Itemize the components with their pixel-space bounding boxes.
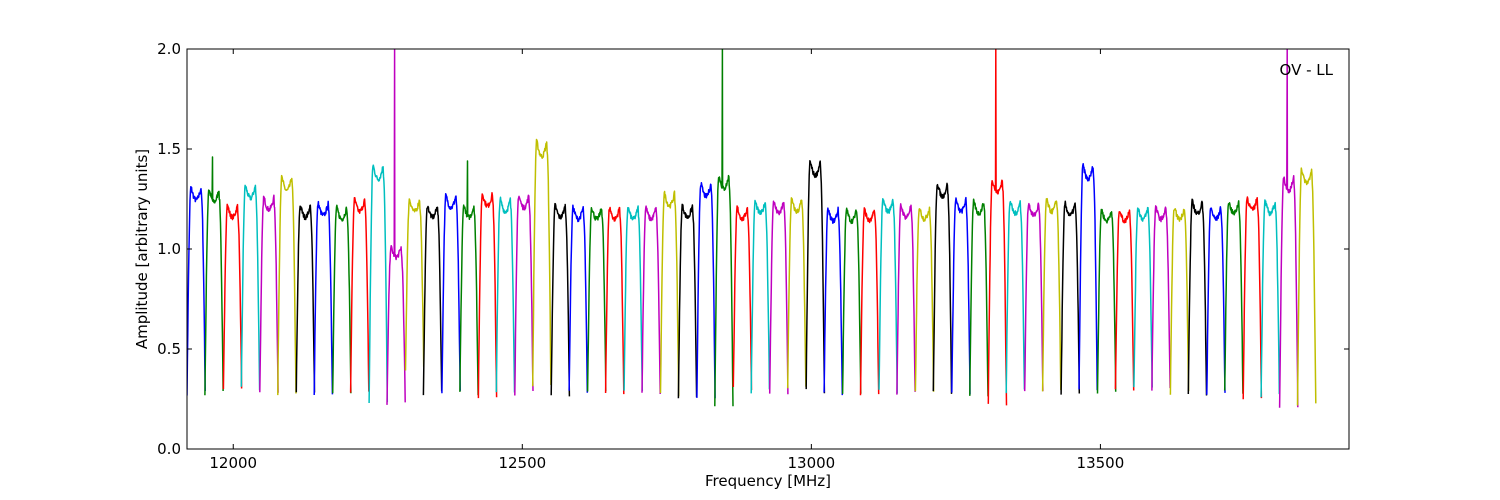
channel-series-40 xyxy=(896,203,916,395)
x-axis-label: Frequency [MHz] xyxy=(705,472,831,490)
x-tick-label: 13500 xyxy=(1077,454,1125,472)
channel-series-19 xyxy=(514,194,534,396)
channel-series-6 xyxy=(277,174,297,396)
x-tick-label: 12000 xyxy=(209,454,257,472)
y-tick-label: 0.5 xyxy=(157,340,181,358)
channel-series-21 xyxy=(550,202,571,397)
channel-series-10 xyxy=(349,197,370,393)
channel-series-26 xyxy=(641,205,661,395)
channel-series-59 xyxy=(1242,196,1263,400)
channel-series-16 xyxy=(459,160,479,396)
x-tick-label: 12500 xyxy=(498,454,546,472)
channel-series-12 xyxy=(386,49,406,405)
channel-series-3 xyxy=(222,203,243,390)
channel-series-38 xyxy=(859,207,880,396)
channel-series-62 xyxy=(1296,167,1317,406)
channel-series-9 xyxy=(331,204,352,394)
channel-series-42 xyxy=(932,182,953,394)
channel-series-52 xyxy=(1114,209,1135,391)
channel-series-57 xyxy=(1206,206,1226,395)
channel-series-5 xyxy=(259,194,279,393)
channel-series-39 xyxy=(878,198,898,394)
annotation-label: OV - LL xyxy=(1280,61,1334,79)
channel-series-29 xyxy=(696,182,716,399)
channel-series-18 xyxy=(495,196,516,393)
channel-series-8 xyxy=(313,200,334,396)
channel-series-13 xyxy=(404,198,425,371)
channel-series-7 xyxy=(295,204,316,393)
channel-series-24 xyxy=(604,206,625,395)
channel-series-20 xyxy=(531,138,552,387)
y-tick-label: 1.0 xyxy=(157,240,181,258)
channel-series-54 xyxy=(1151,205,1171,391)
channel-series-1 xyxy=(187,186,206,396)
y-tick-label: 0.0 xyxy=(157,440,181,458)
plot-area xyxy=(187,49,1317,408)
channel-series-2 xyxy=(204,156,224,396)
channel-series-17 xyxy=(477,192,498,399)
channel-series-60 xyxy=(1260,199,1281,398)
channel-series-41 xyxy=(914,206,935,392)
channel-series-45 xyxy=(987,49,1008,406)
channel-series-47 xyxy=(1023,202,1044,392)
channel-series-23 xyxy=(586,207,607,392)
axes: 12000 12500 13000 13500 0.0 0.5 1.0 1.5 2.0 xyxy=(157,40,1350,472)
channel-series-22 xyxy=(568,204,589,393)
channel-series-53 xyxy=(1133,206,1153,388)
channel-series-55 xyxy=(1169,208,1190,395)
channel-series-11 xyxy=(368,164,389,404)
channel-series-51 xyxy=(1096,208,1117,394)
x-tick-label: 13000 xyxy=(787,454,835,472)
channel-series-25 xyxy=(623,205,644,392)
channel-series-44 xyxy=(969,198,989,397)
channel-series-56 xyxy=(1187,198,1208,396)
channel-series-27 xyxy=(659,190,680,397)
channel-series-32 xyxy=(750,199,771,394)
channel-series-35 xyxy=(805,160,826,394)
y-tick-label: 2.0 xyxy=(157,40,181,58)
channel-series-46 xyxy=(1005,200,1026,394)
channel-series-37 xyxy=(841,207,862,394)
channel-series-36 xyxy=(823,206,844,396)
y-tick-label: 1.5 xyxy=(157,140,181,158)
channel-series-31 xyxy=(732,205,753,391)
channel-series-43 xyxy=(951,196,971,395)
channel-series-28 xyxy=(677,203,698,399)
channel-series-14 xyxy=(422,205,443,396)
y-axis-label: Amplitude [arbitrary units] xyxy=(133,149,151,349)
channel-series-58 xyxy=(1223,200,1244,394)
channel-series-34 xyxy=(786,197,807,389)
channel-series-48 xyxy=(1041,197,1062,392)
channel-series-4 xyxy=(240,184,261,391)
channel-series-50 xyxy=(1078,162,1098,391)
channel-series-33 xyxy=(768,200,789,395)
channel-series-49 xyxy=(1060,200,1081,395)
channel-series-30 xyxy=(714,49,734,407)
channel-series-15 xyxy=(441,192,461,394)
channel-series-61 xyxy=(1278,49,1299,408)
